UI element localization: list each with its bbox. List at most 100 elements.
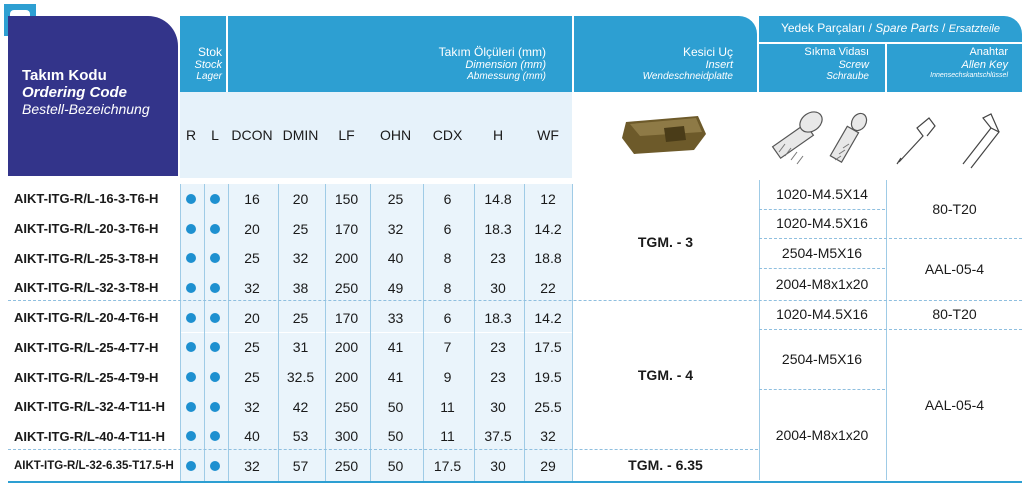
stock-header-tr: Stok — [197, 45, 222, 59]
cell-h: 18.3 — [484, 309, 512, 326]
stock-r-cell — [180, 243, 202, 273]
cell-lf: 200 — [334, 369, 359, 386]
insert-header-en: Insert — [705, 59, 733, 71]
stock-dot — [210, 372, 220, 383]
stock-r-cell — [180, 303, 202, 333]
cell-dcon: 32 — [244, 279, 260, 296]
row-divider — [8, 300, 1022, 301]
row-divider — [759, 389, 885, 390]
cell-h: 14.8 — [484, 190, 512, 207]
stock-dot — [210, 193, 220, 204]
cell-dmin: 57 — [292, 458, 309, 475]
dimension-header-tr: Takım Ölçüleri (mm) — [438, 45, 546, 59]
dimension-header-de: Abmessung (mm) — [467, 71, 546, 82]
stock-l-cell — [204, 333, 226, 363]
cell-dcon: 25 — [244, 369, 260, 386]
spare-header-gap: / — [938, 21, 949, 35]
column-header-r: R — [180, 92, 202, 178]
cell-dmin: 42 — [292, 398, 309, 415]
insert-image — [574, 92, 757, 178]
cell-wf: 18.8 — [534, 250, 562, 267]
dimension-header-en: Dimension (mm) — [465, 59, 546, 71]
cell-dcon: 32 — [244, 398, 260, 415]
column-line — [325, 184, 326, 481]
key-header-de: Innensechskantschlüssel — [930, 72, 1008, 79]
column-header-dmin: DMIN — [278, 92, 323, 178]
column-line — [228, 184, 229, 481]
spare-header-tr: Yedek Parçaları — [780, 21, 866, 35]
ordering-code-cell: AIKT-ITG-R/L-32-4-T11-H — [8, 391, 180, 422]
ordering-code-header: Takım Kodu Ordering Code Bestell-Bezeich… — [8, 16, 178, 176]
stock-dot — [186, 461, 196, 472]
screw-image — [759, 92, 885, 178]
cell-wf: 29 — [540, 458, 556, 475]
screw-drawing — [771, 111, 868, 165]
key-cell: 80-T20 — [932, 201, 977, 217]
column-header-cdx: CDX — [423, 92, 472, 178]
cell-cdx: 11 — [440, 398, 455, 415]
code-header-en: Ordering Code — [22, 84, 128, 101]
cell-lf: 170 — [334, 220, 359, 237]
cell-lf: 200 — [334, 250, 359, 267]
row-divider — [759, 268, 885, 269]
cell-ohn: 41 — [387, 369, 404, 386]
cell-dcon: 25 — [244, 339, 260, 356]
insert-drawing — [622, 116, 706, 154]
cell-wf: 22 — [540, 279, 556, 296]
screw-header-en: Screw — [838, 59, 869, 71]
screw-cell: 2504-M5X16 — [781, 245, 863, 261]
cell-ohn: 50 — [387, 398, 404, 415]
screw-cell: 2004-M8x1x20 — [775, 427, 869, 443]
screw-cell: 1020-M4.5X16 — [776, 306, 868, 322]
ordering-code-cell: AIKT-ITG-R/L-16-3-T6-H — [8, 184, 180, 214]
cell-h: 37.5 — [484, 428, 512, 445]
spare-header-de: Ersatzteile — [948, 23, 1000, 35]
column-line — [524, 184, 525, 481]
stock-dot — [186, 312, 196, 323]
cell-h: 30 — [490, 458, 506, 475]
cell-lf: 250 — [334, 279, 359, 296]
cell-wf: 19.5 — [534, 369, 562, 386]
cell-cdx: 9 — [443, 369, 452, 386]
column-line — [474, 184, 475, 481]
cell-dmin: 25 — [292, 309, 309, 326]
cell-dcon: 20 — [244, 220, 260, 237]
stock-dot — [210, 253, 220, 264]
column-header-ohn: OHN — [370, 92, 421, 178]
key-header-en: Allen Key — [961, 59, 1008, 71]
cell-wf: 25.5 — [534, 398, 562, 415]
spare-parts-header: Yedek Parçaları / Spare Parts / Ersatzte… — [759, 16, 1022, 42]
stock-l-cell — [204, 362, 226, 392]
cell-dmin: 25 — [292, 220, 309, 237]
stock-dot — [186, 401, 196, 412]
insert-cell-tgm635: TGM. - 6.35 — [628, 457, 703, 473]
stock-r-cell — [180, 273, 202, 303]
stock-dot — [186, 342, 196, 353]
column-header-wf: WF — [524, 92, 572, 178]
screw-cell: 2004-M8x1x20 — [775, 276, 869, 292]
cell-ohn: 49 — [387, 279, 404, 296]
cell-dmin: 20 — [292, 190, 309, 207]
screw-cell: 1020-M4.5X16 — [776, 215, 868, 231]
row-divider — [8, 449, 758, 450]
cell-lf: 170 — [334, 309, 359, 326]
spare-header-sep: / — [865, 21, 876, 35]
cell-wf: 17.5 — [534, 339, 562, 356]
cell-dcon: 16 — [244, 190, 260, 207]
insert-header-de: Wendeschneidplatte — [642, 71, 733, 82]
cell-dmin: 53 — [292, 428, 309, 445]
screw-sep — [759, 180, 760, 480]
cell-wf: 14.2 — [534, 309, 562, 326]
column-line — [370, 184, 371, 481]
cell-wf: 32 — [540, 428, 556, 445]
stock-r-cell — [180, 392, 202, 422]
column-header-lf: LF — [325, 92, 368, 178]
cell-dcon: 25 — [244, 250, 260, 267]
cell-cdx: 6 — [443, 220, 452, 237]
stock-r-cell — [180, 214, 202, 244]
cell-ohn: 41 — [387, 339, 404, 356]
cell-ohn: 40 — [387, 250, 404, 267]
code-header-tr: Takım Kodu — [22, 67, 107, 84]
key-cell: AAL-05-4 — [924, 261, 985, 277]
stock-header-en: Stock — [194, 59, 222, 71]
